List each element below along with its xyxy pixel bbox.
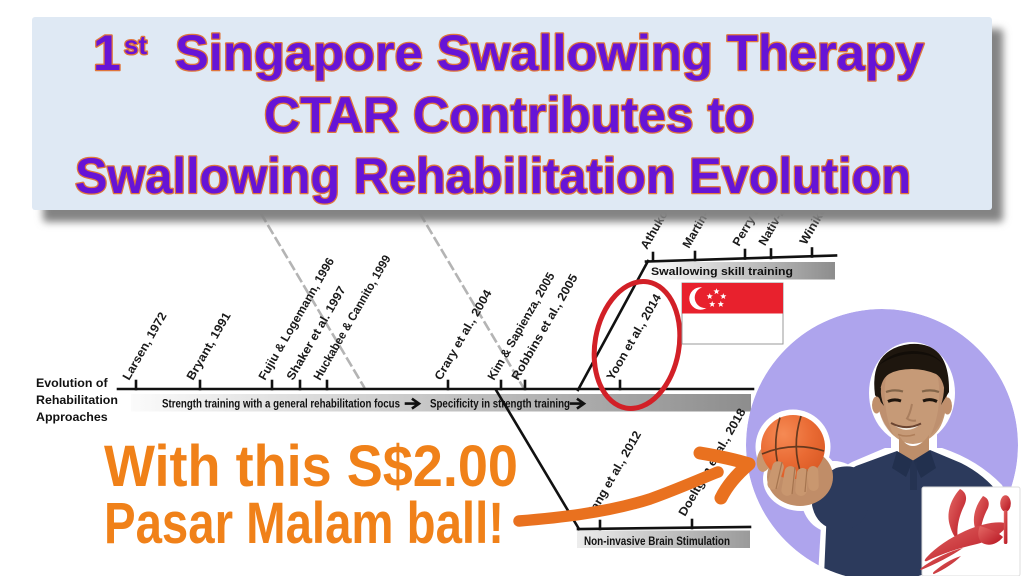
svg-text:Swallowing skill training: Swallowing skill training xyxy=(651,266,793,278)
svg-text:Singapore Swallowing Therapy: Singapore Swallowing Therapy xyxy=(175,25,924,81)
svg-text:With this S$2.00: With this S$2.00 xyxy=(104,434,518,499)
svg-text:Approaches: Approaches xyxy=(36,410,108,424)
svg-text:Specificity in strength traini: Specificity in strength training xyxy=(430,397,570,411)
svg-text:1: 1 xyxy=(93,25,121,81)
svg-text:Rehabilitation: Rehabilitation xyxy=(36,393,118,407)
svg-text:Evolution of: Evolution of xyxy=(36,376,108,390)
svg-text:CTAR Contributes to: CTAR Contributes to xyxy=(264,87,755,143)
svg-text:Swallowing Rehabilitation Evol: Swallowing Rehabilitation Evolution xyxy=(75,148,911,204)
svg-text:Pasar Malam ball!: Pasar Malam ball! xyxy=(104,491,504,556)
svg-text:st: st xyxy=(124,30,147,60)
svg-text:Strength training with a gener: Strength training with a general rehabil… xyxy=(162,397,400,411)
svg-text:Non-invasive Brain Stimulation: Non-invasive Brain Stimulation xyxy=(584,534,730,548)
